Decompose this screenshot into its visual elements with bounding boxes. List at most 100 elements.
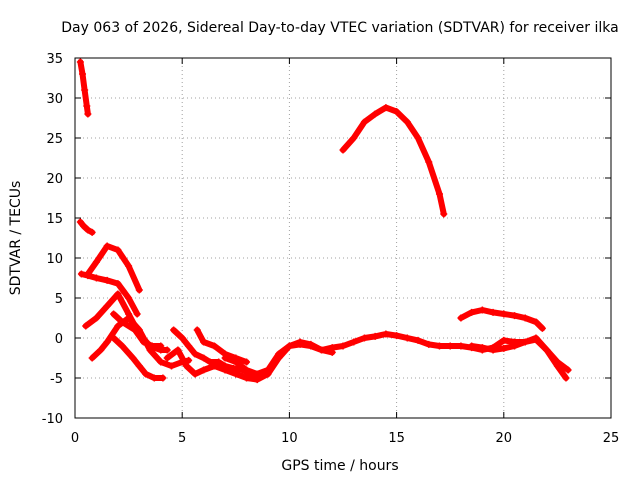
y-tick-label: 10 xyxy=(46,252,63,267)
series-arc-11 xyxy=(193,326,251,366)
data-point-marker xyxy=(178,334,186,342)
data-point-marker xyxy=(553,362,561,370)
data-point-marker xyxy=(446,342,454,350)
y-tick-label: -5 xyxy=(50,372,63,387)
data-point-marker xyxy=(114,280,122,288)
data-point-marker xyxy=(243,374,251,382)
data-point-marker xyxy=(521,338,529,346)
data-point-marker xyxy=(440,210,448,218)
chart-title: Day 063 of 2026, Sidereal Day-to-day VTE… xyxy=(61,20,618,36)
data-point-marker xyxy=(150,374,158,382)
data-point-marker xyxy=(350,134,358,142)
data-point-marker xyxy=(135,362,143,370)
data-point-marker xyxy=(403,118,411,126)
data-point-marker xyxy=(163,354,171,362)
data-point-marker xyxy=(543,346,551,354)
x-tick-label: 10 xyxy=(281,431,298,446)
tick-layer: 0 5 10 15 20 25 -10 -5 0 5 10 15 20 25 30 35 xyxy=(42,52,620,446)
data-point-marker xyxy=(76,218,84,226)
data-point-marker xyxy=(84,270,92,278)
data-point-marker xyxy=(103,242,111,250)
data-point-marker xyxy=(511,342,519,350)
data-point-marker xyxy=(103,302,111,310)
data-point-marker xyxy=(285,342,293,350)
data-point-marker xyxy=(135,286,143,294)
data-point-marker xyxy=(221,362,229,370)
x-tick-label: 20 xyxy=(496,431,513,446)
data-point-marker xyxy=(114,246,122,254)
data-point-marker xyxy=(564,366,572,374)
data-point-marker xyxy=(457,342,465,350)
data-point-marker xyxy=(77,270,85,278)
data-point-marker xyxy=(532,318,540,326)
y-axis-title: SDTVAR / TECUs xyxy=(8,181,24,296)
data-point-marker xyxy=(157,358,165,366)
series-arc-7 xyxy=(110,310,165,350)
data-point-marker xyxy=(76,58,84,66)
data-point-marker xyxy=(206,358,214,366)
series-arc-14 xyxy=(339,104,448,218)
data-point-marker xyxy=(221,354,229,362)
data-point-marker xyxy=(339,146,347,154)
data-point-marker xyxy=(118,318,126,326)
data-point-marker xyxy=(360,118,368,126)
series-line xyxy=(77,219,96,236)
data-point-marker xyxy=(275,354,283,362)
data-point-marker xyxy=(193,326,201,334)
data-point-marker xyxy=(125,262,133,270)
grid-layer xyxy=(75,58,611,418)
data-point-marker xyxy=(468,342,476,350)
data-point-marker xyxy=(200,354,208,362)
data-point-marker xyxy=(79,70,87,78)
data-point-marker xyxy=(371,332,379,340)
data-point-marker xyxy=(200,366,208,374)
series-arc-8 xyxy=(110,334,167,382)
data-point-marker xyxy=(83,102,91,110)
series-arc-16 xyxy=(468,334,570,382)
data-point-marker xyxy=(489,346,497,354)
data-point-marker xyxy=(114,290,122,298)
series-line xyxy=(468,335,569,381)
data-point-marker xyxy=(500,344,508,352)
data-point-marker xyxy=(360,334,368,342)
data-point-marker xyxy=(230,364,238,372)
data-point-marker xyxy=(92,274,100,282)
data-point-marker xyxy=(159,374,167,382)
data-point-marker xyxy=(307,340,315,348)
data-point-marker xyxy=(210,342,218,350)
data-point-marker xyxy=(118,342,126,350)
data-point-marker xyxy=(318,346,326,354)
data-point-marker xyxy=(97,346,105,354)
data-point-marker xyxy=(435,342,443,350)
data-point-marker xyxy=(328,344,336,352)
data-point-marker xyxy=(185,342,193,350)
data-point-marker xyxy=(92,258,100,266)
data-point-marker xyxy=(435,190,443,198)
plot-frame xyxy=(74,57,612,419)
data-point-marker xyxy=(562,374,570,382)
data-point-marker xyxy=(339,342,347,350)
data-point-marker xyxy=(103,338,111,346)
data-point-marker xyxy=(232,358,240,366)
data-point-marker xyxy=(478,344,486,352)
data-point-marker xyxy=(393,332,401,340)
data-point-marker xyxy=(382,104,390,112)
y-tick-label: 35 xyxy=(46,52,63,67)
data-point-marker xyxy=(148,342,156,350)
data-point-marker xyxy=(131,326,139,334)
data-point-marker xyxy=(457,314,465,322)
data-point-marker xyxy=(142,370,150,378)
y-tick-label: 20 xyxy=(46,172,63,187)
data-point-marker xyxy=(182,362,190,370)
data-point-marker xyxy=(80,222,88,230)
data-point-marker xyxy=(425,158,433,166)
data-point-marker xyxy=(191,350,199,358)
data-point-marker xyxy=(403,334,411,342)
y-tick-label: 5 xyxy=(55,292,63,307)
series-layer xyxy=(76,58,572,384)
series-arc-4 xyxy=(84,242,143,294)
data-point-marker xyxy=(538,324,546,332)
data-point-marker xyxy=(468,308,476,316)
data-point-marker xyxy=(125,294,133,302)
